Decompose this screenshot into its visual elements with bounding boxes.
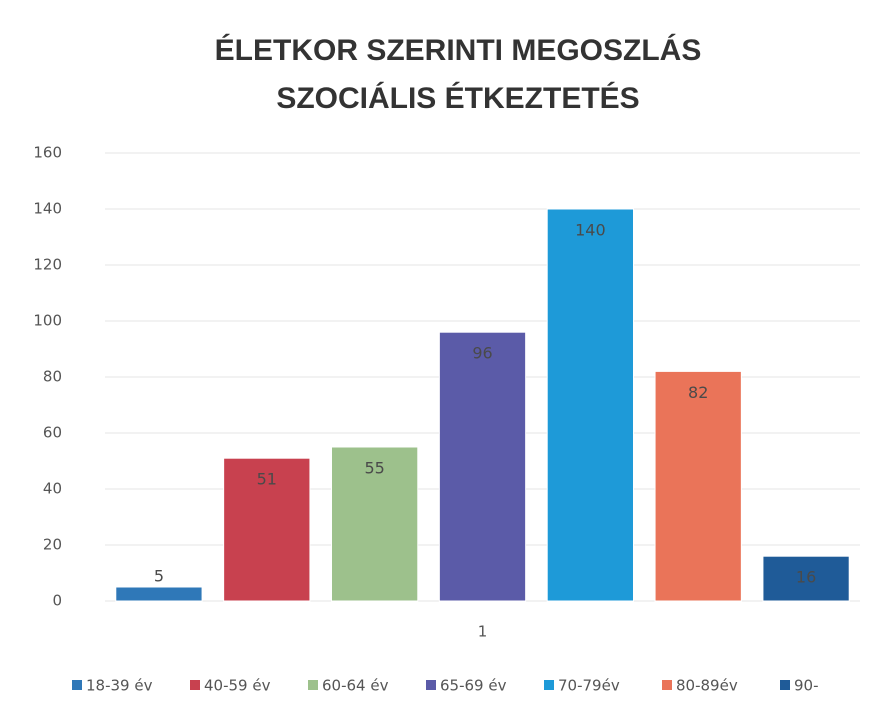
legend-label: 18-39 év bbox=[86, 677, 153, 695]
bar bbox=[331, 446, 419, 602]
data-label: 140 bbox=[575, 221, 606, 240]
legend-label: 65-69 év bbox=[440, 677, 507, 695]
bar bbox=[546, 208, 635, 602]
y-tick-label: 120 bbox=[33, 256, 62, 274]
legend-marker bbox=[72, 680, 82, 690]
legend-label: 90- bbox=[794, 677, 819, 695]
y-tick-label: 80 bbox=[43, 368, 62, 386]
bar bbox=[115, 586, 203, 602]
legend-label: 80-89év bbox=[676, 677, 738, 695]
y-tick-label: 40 bbox=[43, 480, 62, 498]
y-tick-label: 160 bbox=[33, 144, 62, 162]
data-label: 5 bbox=[154, 567, 164, 586]
legend-marker bbox=[426, 680, 436, 690]
legend-marker bbox=[780, 680, 790, 690]
data-label: 51 bbox=[257, 470, 277, 489]
data-label: 55 bbox=[364, 459, 384, 478]
x-tick-label: 1 bbox=[478, 623, 488, 641]
bar bbox=[654, 370, 742, 602]
legend-label: 60-64 év bbox=[322, 677, 389, 695]
y-tick-label: 100 bbox=[33, 312, 62, 330]
y-tick-label: 0 bbox=[52, 592, 62, 610]
y-tick-label: 140 bbox=[33, 200, 62, 218]
data-label: 82 bbox=[688, 383, 708, 402]
legend-marker bbox=[544, 680, 554, 690]
legend-label: 40-59 év bbox=[204, 677, 271, 695]
bar bbox=[223, 457, 311, 602]
legend-label: 70-79év bbox=[558, 677, 620, 695]
legend-marker bbox=[308, 680, 318, 690]
data-label: 16 bbox=[796, 568, 816, 587]
chart-title: SZOCIÁLIS ÉTKEZTETÉS bbox=[276, 81, 639, 115]
bar bbox=[438, 331, 527, 602]
legend-marker bbox=[190, 680, 200, 690]
chart-title: ÉLETKOR SZERINTI MEGOSZLÁS bbox=[215, 33, 702, 67]
y-tick-label: 60 bbox=[43, 424, 62, 442]
bar bbox=[762, 555, 850, 602]
data-label: 96 bbox=[472, 344, 492, 363]
legend-marker bbox=[662, 680, 672, 690]
y-tick-label: 20 bbox=[43, 536, 62, 554]
